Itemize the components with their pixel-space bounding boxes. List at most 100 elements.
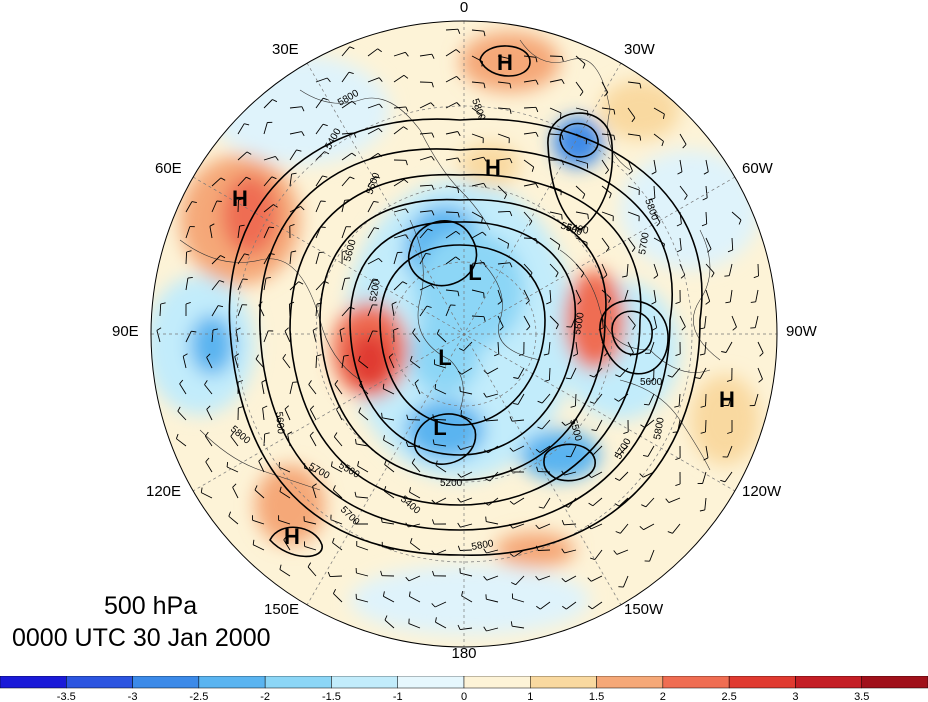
wind-barb-flag (460, 410, 462, 416)
wind-barb (382, 417, 395, 421)
wind-barb-flag (435, 617, 437, 623)
wind-barb (645, 497, 655, 508)
wind-barb-flag (588, 502, 594, 507)
contour-label: 5400 (565, 222, 589, 237)
colorbar-swatch (463, 676, 531, 689)
wind-barb-flag (405, 208, 409, 214)
wind-barb (315, 355, 318, 369)
wind-barb (549, 211, 562, 216)
wind-barb-flag (604, 92, 609, 97)
colorbar-tick-label: 0 (461, 691, 467, 702)
wind-barb-flag (726, 379, 732, 382)
pressure-centers: H H H H H L L L (232, 50, 735, 549)
wind-barb (410, 360, 421, 369)
wind-barb (445, 304, 451, 317)
wind-barb-flag (252, 539, 255, 545)
wind-barb (204, 435, 213, 447)
wind-barb-flag (175, 433, 179, 439)
wind-barb (383, 439, 395, 447)
wind-barb-flag (279, 564, 282, 570)
wind-barb (728, 393, 733, 406)
wind-barb (329, 575, 343, 578)
wind-barb (512, 523, 525, 529)
wind-barb (289, 252, 292, 265)
wind-barb (575, 81, 584, 92)
wind-barb (538, 575, 551, 581)
wind-barb (434, 601, 447, 608)
wind-barb (705, 393, 707, 407)
wind-barb (263, 330, 269, 343)
colorbar-tick-label: -3 (128, 691, 138, 702)
wind-barb-flag (535, 79, 539, 85)
wind-barb-flag (431, 132, 435, 138)
lon-label-120e: 120E (146, 483, 181, 500)
colorbar-tick-label: -2.5 (189, 691, 208, 702)
colorbar-swatch (596, 676, 664, 689)
wind-barb (289, 174, 293, 187)
wind-barb-flag (191, 330, 197, 333)
wind-barb (643, 523, 655, 531)
wind-barb (419, 210, 432, 213)
wind-barb-flag (570, 405, 576, 408)
wind-barb-flag (238, 198, 244, 201)
wind-barb-flag (615, 374, 621, 378)
wind-barb (434, 443, 447, 447)
contour-label: 5200 (368, 278, 383, 302)
wind-barb-flag (284, 405, 290, 410)
low-center: L (468, 260, 481, 285)
wind-barb-flag (651, 171, 657, 175)
wind-barb-flag (191, 201, 197, 204)
wind-barb (393, 208, 406, 213)
wind-barb-flag (405, 160, 408, 166)
wind-barb (312, 330, 317, 343)
wind-barb (622, 575, 629, 588)
wind-barb-flag (409, 537, 413, 543)
wind-barb-flag (289, 223, 295, 227)
wind-barb (434, 388, 447, 395)
wind-barb (367, 77, 380, 83)
wind-barb-flag (482, 231, 487, 236)
wind-barb-flag (608, 298, 612, 303)
wind-barb (393, 74, 405, 83)
wind-barb-flag (206, 405, 211, 410)
wind-barb-flag (382, 591, 385, 597)
wind-barb-flag (587, 577, 592, 582)
wind-barb-flag (384, 615, 388, 621)
wind-barb (471, 289, 484, 294)
wind-barb (627, 81, 640, 84)
wind-barb-flag (427, 228, 433, 232)
wind-barb-flag (426, 305, 432, 308)
wind-barb (705, 263, 715, 274)
wind-barb (728, 263, 733, 276)
wind-barb (258, 461, 265, 473)
wind-barb-flag (300, 206, 305, 211)
wind-barb-flag (643, 454, 649, 457)
wind-barb-flag (298, 281, 304, 285)
wind-barb-flag (509, 83, 512, 89)
wind-barb-flag (526, 326, 531, 331)
wind-barb-flag (343, 354, 349, 357)
colorbar-tick-label: -3.5 (57, 691, 76, 702)
contour-label: 5700 (637, 231, 652, 255)
wind-barb (358, 411, 369, 421)
wind-barb (678, 393, 681, 407)
wind-barb-flag (661, 141, 664, 147)
wind-barb (724, 471, 733, 483)
wind-barb (367, 278, 374, 291)
wind-barb (497, 237, 509, 244)
wind-barb-flag (602, 274, 608, 279)
wind-barb (408, 575, 421, 582)
wind-barb-flag (405, 441, 409, 447)
colorbar-tick-label: 3 (792, 691, 798, 702)
wind-barb (523, 131, 536, 135)
wind-barb (204, 384, 213, 395)
wind-barb (731, 315, 737, 328)
wind-barb-flag (204, 431, 209, 437)
wind-barb-flag (509, 211, 513, 217)
wind-barb (513, 497, 525, 505)
wind-barb (445, 49, 457, 57)
wind-barb-flag (676, 223, 682, 227)
wind-barb (315, 77, 328, 83)
wind-barb-flag (457, 624, 461, 630)
wind-barb (263, 99, 273, 109)
